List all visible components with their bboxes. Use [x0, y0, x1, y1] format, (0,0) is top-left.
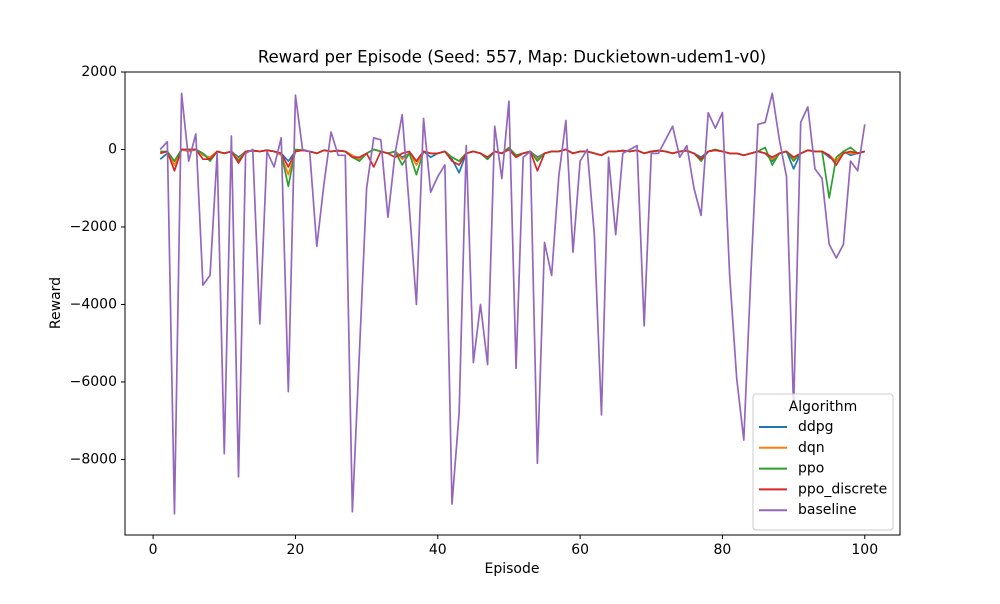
legend-label: baseline — [798, 502, 857, 518]
x-axis-label: Episode — [485, 561, 540, 577]
legend-label: ddpg — [798, 419, 834, 435]
y-axis-label: Reward — [48, 277, 64, 329]
x-tick-label: 60 — [571, 542, 589, 558]
y-tick-label: −4000 — [70, 296, 117, 312]
legend-label: ppo — [798, 461, 824, 477]
series-line — [159, 92, 866, 515]
x-tick-label: 40 — [429, 542, 447, 558]
legend-box — [752, 393, 894, 531]
chart-title: Reward per Episode (Seed: 557, Map: Duck… — [258, 48, 766, 67]
legend-label: ppo_discrete — [798, 481, 887, 497]
x-tick-label: 20 — [287, 542, 305, 558]
x-tick-label: 80 — [714, 542, 732, 558]
y-tick-label: −2000 — [70, 219, 117, 235]
x-tick-label: 0 — [149, 542, 158, 558]
legend-label: dqn — [798, 440, 825, 456]
x-tick-label: 100 — [851, 542, 878, 558]
axes-frame — [124, 71, 901, 536]
y-tick-label: 2000 — [81, 64, 117, 80]
y-tick-label: 0 — [108, 141, 117, 157]
y-tick-label: −8000 — [70, 451, 117, 467]
y-tick-label: −6000 — [70, 374, 117, 390]
legend-title: Algorithm — [789, 399, 858, 415]
